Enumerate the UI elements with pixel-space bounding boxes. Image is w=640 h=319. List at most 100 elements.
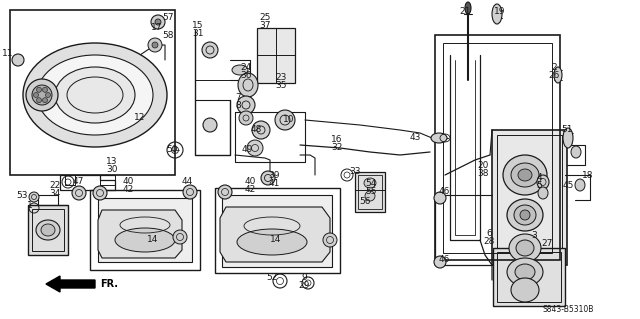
Bar <box>222 195 332 267</box>
Ellipse shape <box>36 87 42 92</box>
Ellipse shape <box>434 192 446 204</box>
Ellipse shape <box>32 85 52 105</box>
Ellipse shape <box>247 140 263 156</box>
Ellipse shape <box>518 169 532 181</box>
Ellipse shape <box>183 185 197 199</box>
Ellipse shape <box>148 38 162 52</box>
Text: 53: 53 <box>16 190 28 199</box>
Ellipse shape <box>37 55 153 135</box>
Text: 58: 58 <box>163 31 173 40</box>
Text: 3: 3 <box>531 231 537 240</box>
Text: 48: 48 <box>250 125 262 135</box>
Text: 11: 11 <box>3 48 13 57</box>
FancyArrow shape <box>46 276 95 292</box>
Text: 34: 34 <box>49 189 61 197</box>
Bar <box>215 188 340 273</box>
Text: 44: 44 <box>181 177 193 187</box>
Ellipse shape <box>173 230 187 244</box>
Ellipse shape <box>323 233 337 247</box>
Bar <box>443 43 552 253</box>
Bar <box>497 135 562 260</box>
Ellipse shape <box>492 4 502 24</box>
Text: 57: 57 <box>163 13 173 23</box>
Text: 27: 27 <box>541 239 553 248</box>
Bar <box>98 198 192 262</box>
Ellipse shape <box>55 67 135 123</box>
Text: 14: 14 <box>147 235 159 244</box>
Ellipse shape <box>202 42 218 58</box>
Text: 14: 14 <box>270 235 282 244</box>
Text: 22: 22 <box>49 181 61 189</box>
Ellipse shape <box>237 229 307 255</box>
Ellipse shape <box>239 111 253 125</box>
Text: 38: 38 <box>477 168 489 177</box>
Text: 16: 16 <box>332 136 343 145</box>
Text: 37: 37 <box>259 21 271 31</box>
Ellipse shape <box>151 15 165 29</box>
Ellipse shape <box>237 96 255 114</box>
Text: 45: 45 <box>563 182 573 190</box>
Ellipse shape <box>538 187 548 199</box>
Text: 42: 42 <box>244 186 255 195</box>
Ellipse shape <box>511 278 539 302</box>
Ellipse shape <box>516 240 534 256</box>
Text: 29: 29 <box>298 281 310 291</box>
Text: 1: 1 <box>27 201 33 210</box>
Ellipse shape <box>232 65 248 75</box>
Ellipse shape <box>33 93 38 98</box>
Ellipse shape <box>42 98 47 103</box>
Text: 5: 5 <box>536 182 542 190</box>
Ellipse shape <box>507 258 543 286</box>
Text: 40: 40 <box>122 177 134 187</box>
Text: 24: 24 <box>241 63 252 72</box>
Ellipse shape <box>575 179 585 191</box>
Ellipse shape <box>36 220 60 240</box>
Ellipse shape <box>520 210 530 220</box>
Ellipse shape <box>93 186 107 200</box>
Text: 35: 35 <box>275 81 287 91</box>
Text: 13: 13 <box>106 158 118 167</box>
Text: S843-B5310B: S843-B5310B <box>542 306 594 315</box>
Text: 15: 15 <box>192 20 204 29</box>
Text: 50: 50 <box>166 145 178 154</box>
Ellipse shape <box>45 93 51 98</box>
Text: 47: 47 <box>72 177 84 187</box>
Ellipse shape <box>431 133 447 143</box>
Text: 51: 51 <box>561 125 573 135</box>
Text: 8: 8 <box>235 101 241 110</box>
Ellipse shape <box>152 42 158 48</box>
Ellipse shape <box>36 98 42 103</box>
Bar <box>90 190 200 270</box>
Ellipse shape <box>511 163 539 187</box>
Text: 46: 46 <box>438 188 450 197</box>
Text: 31: 31 <box>192 28 204 38</box>
Ellipse shape <box>26 79 58 111</box>
Text: 55: 55 <box>365 187 377 196</box>
Text: 26: 26 <box>548 71 560 80</box>
Text: 40: 40 <box>244 177 256 187</box>
Text: 46: 46 <box>438 256 450 264</box>
Polygon shape <box>220 207 330 262</box>
Text: 36: 36 <box>240 71 252 80</box>
Ellipse shape <box>537 175 549 189</box>
Ellipse shape <box>364 178 376 188</box>
Ellipse shape <box>515 264 535 280</box>
Text: 25: 25 <box>259 13 271 23</box>
Ellipse shape <box>72 186 86 200</box>
Bar <box>493 248 565 306</box>
Ellipse shape <box>12 54 24 66</box>
Ellipse shape <box>115 228 175 252</box>
Ellipse shape <box>203 118 217 132</box>
Bar <box>28 205 68 255</box>
Text: 10: 10 <box>284 115 295 124</box>
Text: 39: 39 <box>268 170 280 180</box>
Ellipse shape <box>155 19 161 25</box>
Bar <box>492 130 567 265</box>
Text: FR.: FR. <box>100 279 118 289</box>
Ellipse shape <box>554 67 562 83</box>
Polygon shape <box>98 210 182 258</box>
Text: 7: 7 <box>235 93 241 102</box>
Ellipse shape <box>507 199 543 231</box>
Text: 2: 2 <box>551 63 557 72</box>
Text: 41: 41 <box>268 179 280 188</box>
